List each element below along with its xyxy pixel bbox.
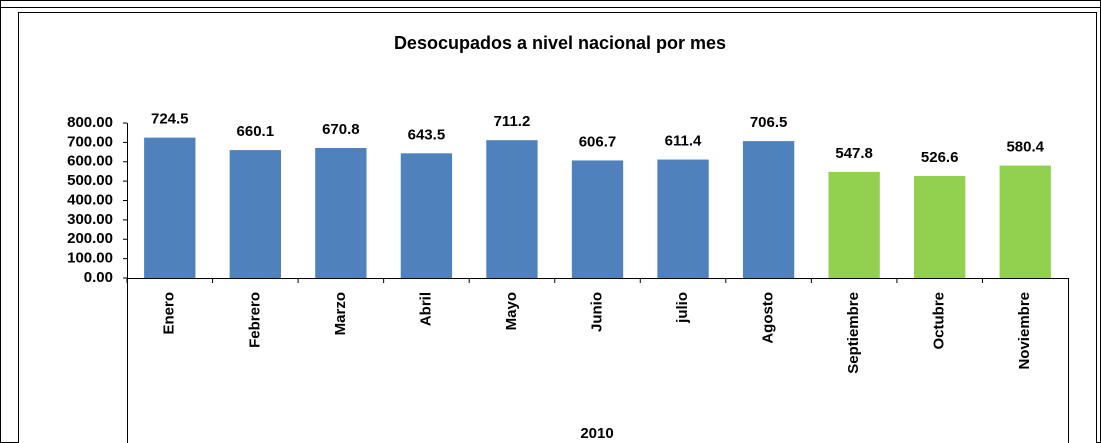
y-tick-label: 500.00: [67, 172, 113, 189]
bar: [144, 137, 196, 278]
data-label: 670.8: [322, 121, 360, 138]
chart-title: Desocupados a nivel nacional por mes: [394, 33, 726, 53]
data-label: 660.1: [237, 123, 275, 140]
y-tick-label: 0.00: [84, 269, 113, 286]
x-tick-label: Abril: [417, 292, 434, 326]
x-tick-label: Enero: [161, 292, 178, 335]
x-tick-label: Octubre: [931, 292, 948, 350]
x-tick-label: Agosto: [760, 292, 777, 344]
bar: [229, 150, 281, 278]
bar: [571, 160, 624, 278]
y-tick-label: 800.00: [67, 114, 113, 131]
data-label: 580.4: [1006, 139, 1044, 156]
data-label: 711.2: [494, 113, 531, 130]
x-tick-label: Septiembre: [845, 292, 862, 374]
x-tick-label: Marzo: [332, 292, 349, 335]
bar: [828, 171, 880, 278]
bar: [486, 140, 538, 278]
data-label: 706.5: [750, 114, 788, 131]
bar: [999, 165, 1051, 278]
bar: [914, 175, 966, 278]
x-tick-label: Febrero: [246, 292, 263, 348]
bar: [742, 141, 795, 278]
y-tick-label: 200.00: [67, 230, 113, 247]
x-tick-label: Noviembre: [1016, 292, 1033, 370]
bar: [657, 159, 709, 278]
bar: [315, 148, 367, 278]
x-tick-label: Junio: [588, 292, 605, 332]
data-label: 643.5: [408, 126, 446, 143]
data-label: 606.7: [579, 133, 617, 150]
y-tick-label: 300.00: [67, 211, 113, 228]
x-tick-label: Mayo: [503, 292, 520, 330]
x-tick-label: julio: [674, 292, 691, 324]
data-label: 526.6: [921, 149, 959, 166]
y-tick-label: 100.00: [67, 250, 113, 267]
y-tick-label: 400.00: [67, 191, 113, 208]
data-label: 724.5: [151, 111, 189, 128]
x-group-label: 2010: [580, 425, 613, 442]
data-label: 611.4: [665, 133, 702, 150]
data-label: 547.8: [835, 145, 873, 162]
y-tick-label: 700.00: [67, 133, 113, 150]
bar: [400, 153, 453, 278]
y-tick-label: 600.00: [67, 153, 113, 170]
